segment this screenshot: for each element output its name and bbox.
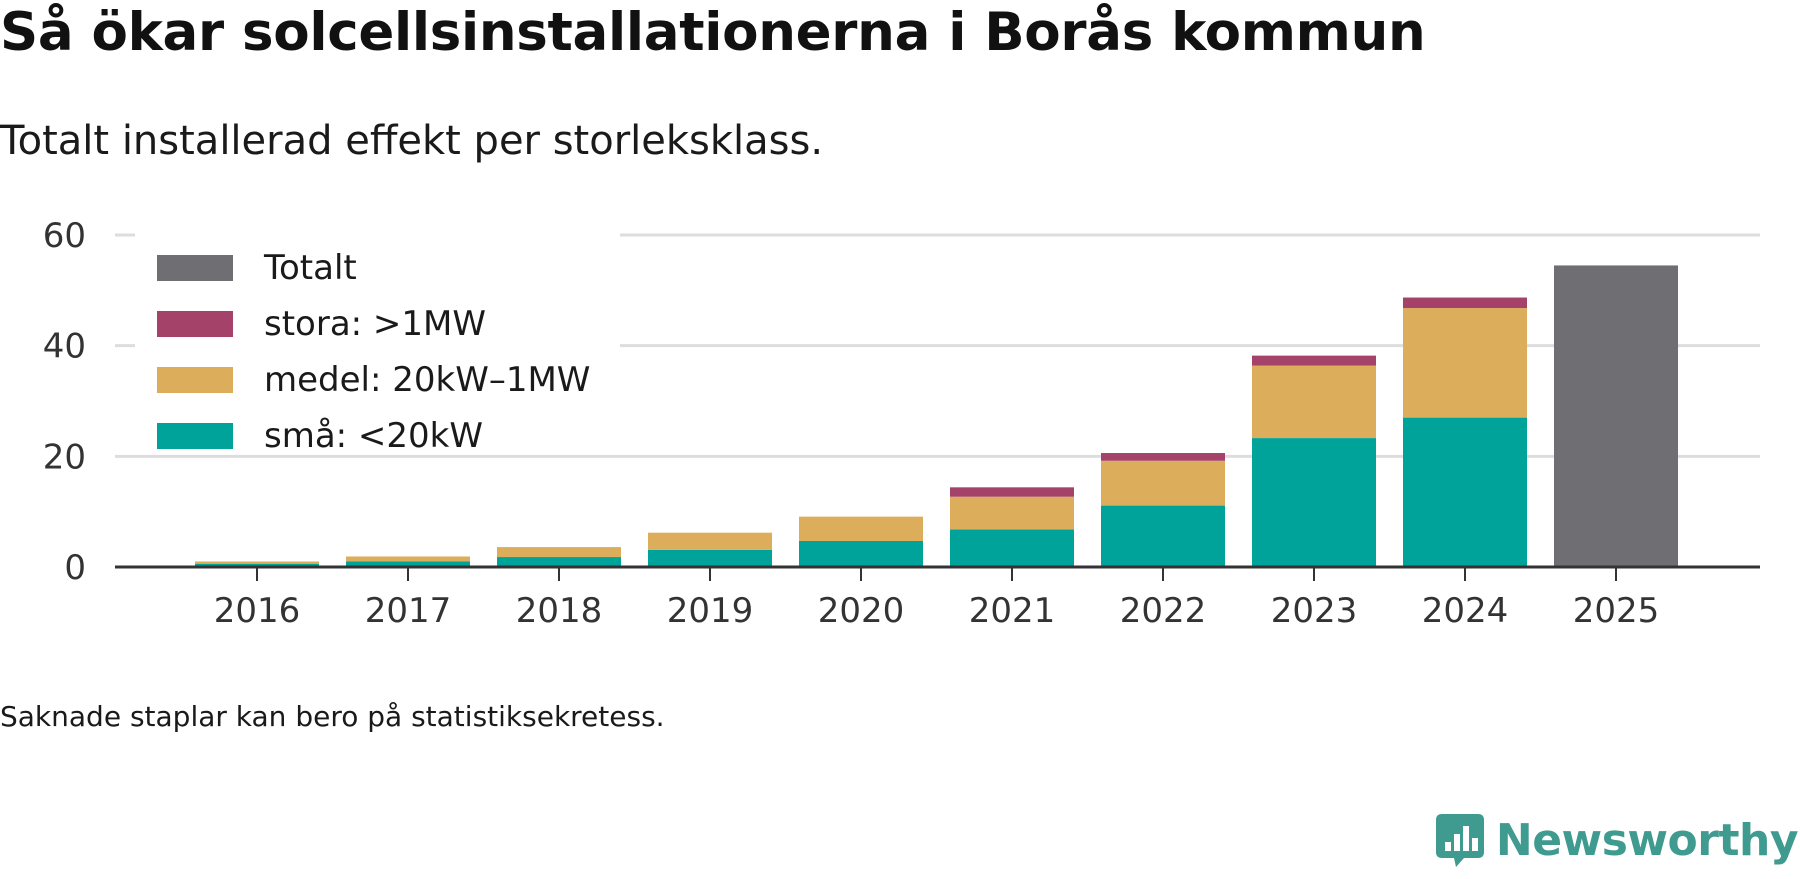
axes: 0 20 40 60 2016 2017 2018 2019 2020 2021 2022 2023 2… xyxy=(43,216,1760,631)
brand-logo: Newsworthy xyxy=(1434,812,1799,868)
x-tick-label: 2021 xyxy=(969,591,1056,631)
bar-stora-2024 xyxy=(1403,297,1527,309)
bar-sma-2018 xyxy=(497,557,621,567)
bar-sma-2017 xyxy=(346,561,470,567)
bar-medel-2024 xyxy=(1403,308,1527,418)
legend-swatch-sma xyxy=(157,423,233,449)
legend-label-medel: medel: 20kW–1MW xyxy=(264,360,590,400)
bar-medel-2023 xyxy=(1252,365,1376,439)
legend-label-totalt: Totalt xyxy=(263,248,357,288)
bar-medel-2018 xyxy=(497,547,621,558)
legend: Totalt stora: >1MW medel: 20kW–1MW små: <20… xyxy=(135,215,620,456)
bar-sma-2023 xyxy=(1252,438,1376,567)
y-tick-label: 40 xyxy=(43,327,86,367)
bar-medel-2019 xyxy=(648,532,772,550)
bar-medel-2016 xyxy=(195,561,319,564)
bar-stora-2021 xyxy=(950,487,1074,497)
x-tick-label: 2022 xyxy=(1120,591,1207,631)
legend-label-sma: små: <20kW xyxy=(264,416,483,456)
x-tick-label: 2024 xyxy=(1422,591,1509,631)
y-tick-label: 60 xyxy=(43,216,86,256)
stacked-bar-chart: Totalt stora: >1MW medel: 20kW–1MW små: <20… xyxy=(43,215,1760,631)
bar-medel-2021 xyxy=(950,496,1074,530)
x-tick-label: 2018 xyxy=(516,591,603,631)
bar-sma-2019 xyxy=(648,549,772,567)
footnote: Saknade staplar kan bero på statistiksek… xyxy=(0,700,665,733)
bar-totalt-2025 xyxy=(1554,265,1678,567)
x-tick-label: 2023 xyxy=(1271,591,1358,631)
legend-label-stora: stora: >1MW xyxy=(264,304,486,344)
x-tick-label: 2017 xyxy=(365,591,452,631)
legend-swatch-totalt xyxy=(157,255,233,281)
legend-swatch-stora xyxy=(157,311,233,337)
y-tick-label: 0 xyxy=(64,548,86,588)
bar-sma-2024 xyxy=(1403,417,1527,567)
chart-title: Så ökar solcellsinstallationerna i Borås… xyxy=(0,2,1426,63)
newsworthy-logo-icon xyxy=(1435,814,1484,867)
x-tick-label: 2016 xyxy=(214,591,301,631)
brand-name: Newsworthy xyxy=(1495,814,1799,866)
bar-medel-2022 xyxy=(1101,460,1225,506)
bar-sma-2022 xyxy=(1101,505,1225,567)
chart-subtitle: Totalt installerad effekt per storlekskl… xyxy=(0,118,824,164)
bar-stora-2023 xyxy=(1252,355,1376,366)
bar-sma-2021 xyxy=(950,529,1074,567)
x-tick-label: 2025 xyxy=(1573,591,1660,631)
legend-swatch-medel xyxy=(157,367,233,393)
bar-stora-2022 xyxy=(1101,453,1225,461)
bar-medel-2020 xyxy=(799,516,923,541)
x-tick-label: 2019 xyxy=(667,591,754,631)
bar-sma-2016 xyxy=(195,563,319,567)
bar-sma-2020 xyxy=(799,540,923,567)
x-tick-label: 2020 xyxy=(818,591,905,631)
y-tick-label: 20 xyxy=(43,437,86,477)
bars xyxy=(195,265,1678,567)
bar-medel-2017 xyxy=(346,556,470,562)
